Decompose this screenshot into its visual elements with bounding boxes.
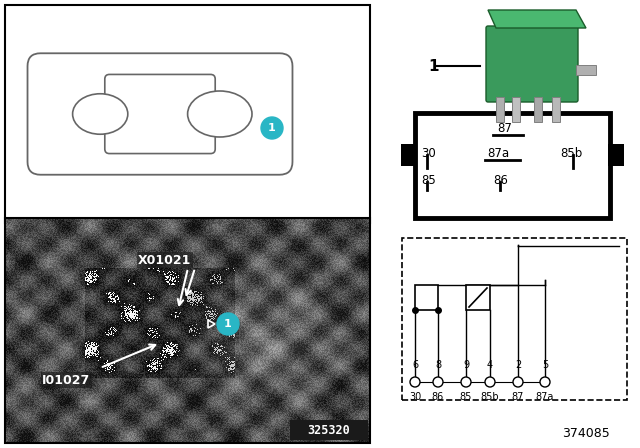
Bar — [5, 5, 370, 223]
FancyBboxPatch shape — [28, 53, 292, 175]
Text: 86: 86 — [493, 173, 508, 186]
Bar — [415, 113, 610, 218]
Bar — [466, 285, 490, 310]
Bar — [402, 238, 627, 400]
Circle shape — [513, 377, 523, 387]
Text: 2: 2 — [515, 360, 521, 370]
Bar — [552, 97, 560, 122]
Ellipse shape — [72, 94, 128, 134]
Circle shape — [485, 377, 495, 387]
Bar — [290, 420, 368, 440]
Bar — [401, 144, 417, 166]
Text: 5: 5 — [542, 360, 548, 370]
Text: 9: 9 — [463, 360, 469, 370]
Bar — [534, 97, 542, 122]
Text: 86: 86 — [432, 392, 444, 402]
Text: 6: 6 — [412, 360, 418, 370]
Ellipse shape — [188, 91, 252, 137]
Bar — [608, 144, 624, 166]
Bar — [415, 285, 438, 310]
Text: 1: 1 — [268, 123, 276, 133]
Circle shape — [540, 377, 550, 387]
Text: 85: 85 — [460, 392, 472, 402]
Circle shape — [261, 117, 283, 139]
Circle shape — [433, 377, 443, 387]
Circle shape — [461, 377, 471, 387]
Text: 1: 1 — [428, 59, 438, 73]
Bar — [496, 97, 504, 122]
FancyBboxPatch shape — [105, 74, 215, 154]
Text: 30: 30 — [421, 146, 436, 159]
Bar — [576, 65, 596, 75]
Polygon shape — [488, 10, 586, 28]
Text: X01021: X01021 — [138, 254, 191, 267]
Text: 87: 87 — [497, 121, 512, 134]
Circle shape — [217, 313, 239, 335]
Text: 4: 4 — [487, 360, 493, 370]
Text: 85b: 85b — [560, 146, 582, 159]
Text: 325320: 325320 — [308, 423, 350, 436]
Text: 87a: 87a — [487, 146, 509, 159]
Text: 374085: 374085 — [563, 426, 610, 439]
Text: 85: 85 — [421, 173, 436, 186]
FancyBboxPatch shape — [486, 26, 578, 102]
Bar — [5, 218, 370, 443]
Bar — [512, 97, 520, 122]
Text: 30: 30 — [409, 392, 421, 402]
Text: 8: 8 — [435, 360, 441, 370]
Text: 1: 1 — [224, 319, 232, 329]
Text: I01027: I01027 — [42, 374, 90, 387]
Text: 87: 87 — [512, 392, 524, 402]
Text: 85b: 85b — [481, 392, 499, 402]
Text: 87a: 87a — [536, 392, 554, 402]
Circle shape — [410, 377, 420, 387]
